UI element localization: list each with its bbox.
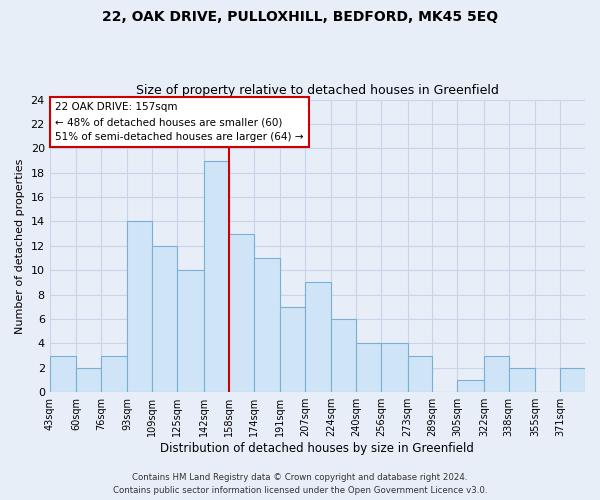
Bar <box>457 380 484 392</box>
Text: Contains HM Land Registry data © Crown copyright and database right 2024.
Contai: Contains HM Land Registry data © Crown c… <box>113 474 487 495</box>
Bar <box>254 258 280 392</box>
Text: 22 OAK DRIVE: 157sqm
← 48% of detached houses are smaller (60)
51% of semi-detac: 22 OAK DRIVE: 157sqm ← 48% of detached h… <box>55 102 304 142</box>
Bar <box>560 368 585 392</box>
Bar <box>101 356 127 392</box>
Bar <box>407 356 433 392</box>
Bar <box>229 234 254 392</box>
Bar <box>381 344 407 392</box>
Y-axis label: Number of detached properties: Number of detached properties <box>15 158 25 334</box>
Title: Size of property relative to detached houses in Greenfield: Size of property relative to detached ho… <box>136 84 499 97</box>
Bar <box>305 282 331 392</box>
Bar <box>204 160 229 392</box>
Bar <box>509 368 535 392</box>
Bar <box>331 319 356 392</box>
X-axis label: Distribution of detached houses by size in Greenfield: Distribution of detached houses by size … <box>160 442 474 455</box>
Bar <box>76 368 101 392</box>
Bar <box>127 222 152 392</box>
Text: 22, OAK DRIVE, PULLOXHILL, BEDFORD, MK45 5EQ: 22, OAK DRIVE, PULLOXHILL, BEDFORD, MK45… <box>102 10 498 24</box>
Bar <box>484 356 509 392</box>
Bar <box>50 356 76 392</box>
Bar <box>177 270 204 392</box>
Bar <box>356 344 381 392</box>
Bar <box>280 307 305 392</box>
Bar <box>152 246 177 392</box>
